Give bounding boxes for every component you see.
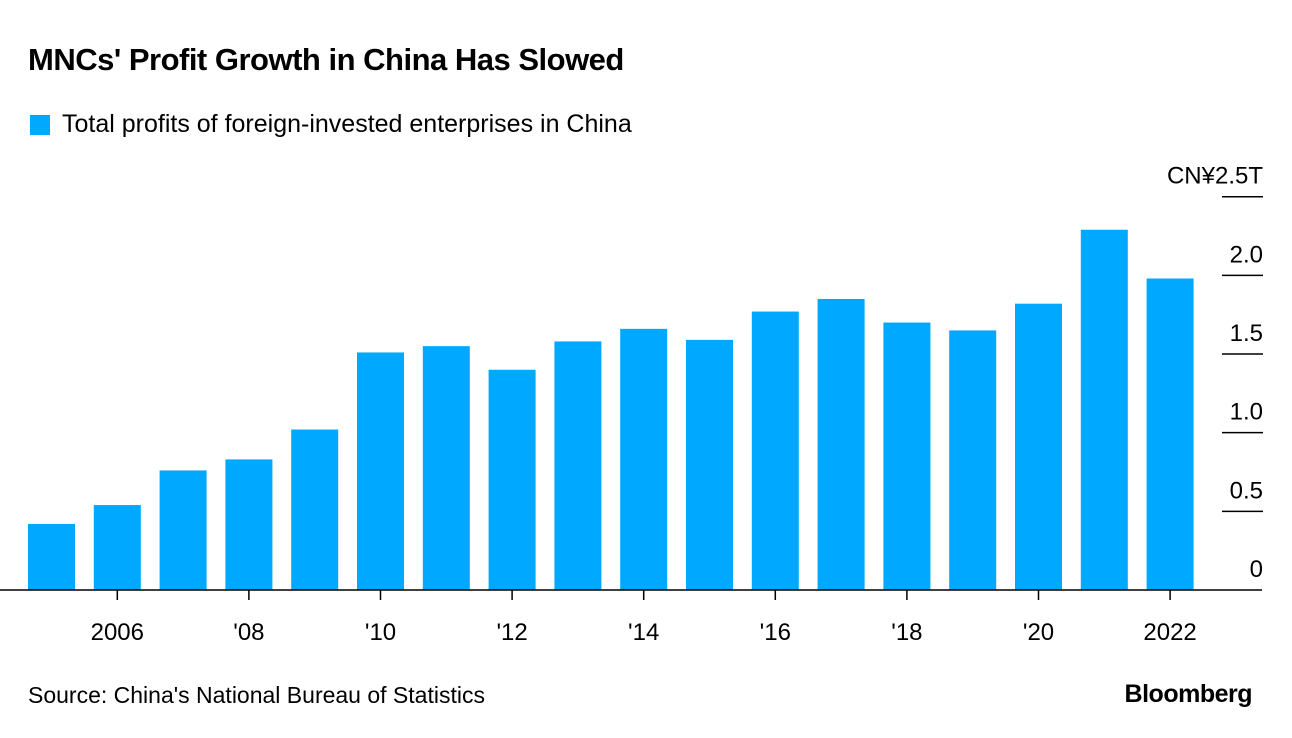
x-tick-label: '16 xyxy=(760,619,791,646)
y-tick-label: 0.5 xyxy=(1230,477,1263,504)
bar-2018 xyxy=(883,322,931,590)
legend: Total profits of foreign-invested enterp… xyxy=(30,110,632,139)
bar-2009 xyxy=(291,429,339,590)
bar-2019 xyxy=(949,330,997,590)
y-tick-label: 0 xyxy=(1250,556,1263,583)
x-tick-label: '10 xyxy=(365,619,396,646)
x-tick-label: '08 xyxy=(233,619,264,646)
legend-label: Total profits of foreign-invested enterp… xyxy=(62,110,632,138)
bar-2013 xyxy=(554,341,602,590)
bar-2006 xyxy=(93,505,141,590)
x-tick-label: '12 xyxy=(496,619,527,646)
bar-2015 xyxy=(686,339,733,590)
bar-2014 xyxy=(620,328,668,590)
bar-2008 xyxy=(225,459,273,590)
x-tick-label: '14 xyxy=(628,619,659,646)
bar-2022 xyxy=(1146,278,1194,590)
y-tick-label: CN¥2.5T xyxy=(1167,163,1263,190)
bar-2020 xyxy=(1015,303,1062,590)
bar-2021 xyxy=(1080,229,1128,591)
bar-2011 xyxy=(422,346,470,590)
bar-2010 xyxy=(357,352,404,590)
y-tick-label: 1.0 xyxy=(1230,399,1263,426)
bar-2007 xyxy=(159,470,207,590)
x-tick-label: 2006 xyxy=(91,619,144,646)
bar-2012 xyxy=(488,369,536,590)
bar-2016 xyxy=(751,311,799,590)
legend-swatch xyxy=(30,114,50,135)
y-tick-label: 1.5 xyxy=(1230,320,1263,347)
source-note: Source: China's National Bureau of Stati… xyxy=(28,682,485,708)
x-tick-label: '18 xyxy=(891,619,922,646)
y-tick-label: 2.0 xyxy=(1230,241,1263,268)
bloomberg-logo: Bloomberg xyxy=(1124,680,1253,708)
x-tick-label: 2022 xyxy=(1143,619,1196,646)
x-tick-label: '20 xyxy=(1023,619,1054,646)
bar-2017 xyxy=(817,298,865,590)
bar-2005 xyxy=(28,523,75,590)
chart-title: MNCs' Profit Growth in China Has Slowed xyxy=(28,42,624,77)
